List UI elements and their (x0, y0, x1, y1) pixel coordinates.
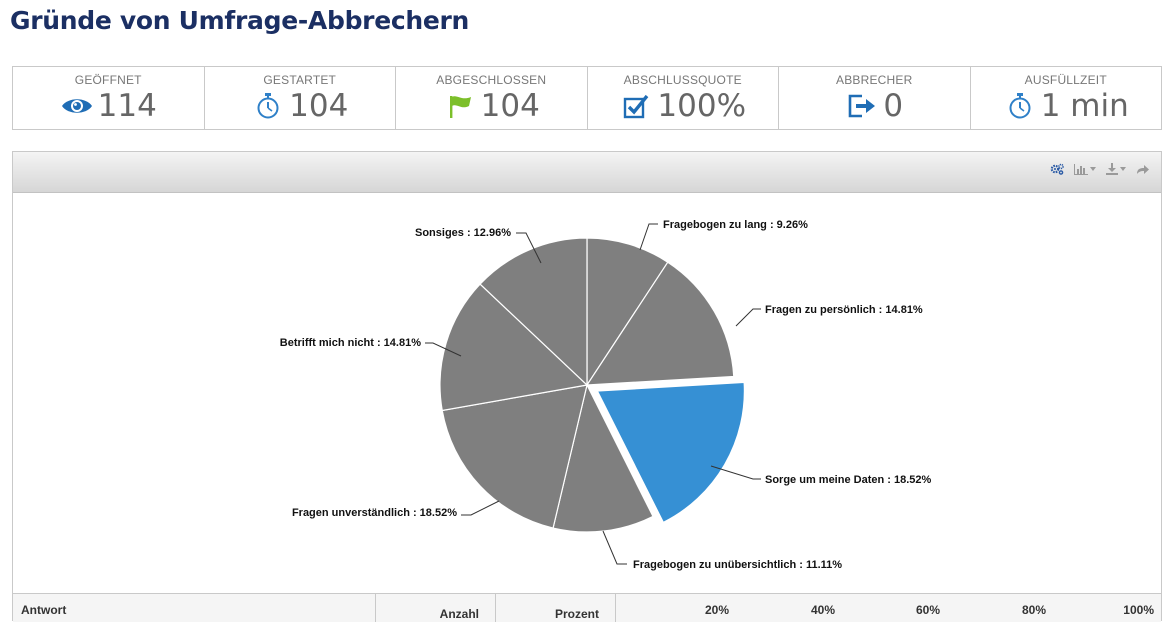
flag-icon (443, 92, 477, 120)
chart-panel: Fragebogen zu lang : 9.26% Fragen zu pers… (12, 151, 1162, 622)
stat-label: ABGESCHLOSSEN (436, 73, 547, 87)
settings-icon[interactable] (1050, 163, 1064, 175)
stat-label: ABSCHLUSSQUOTE (623, 73, 742, 87)
slice-label: Betrifft mich nicht : 14.81% (280, 337, 421, 349)
stat-abbrecher: ABBRECHER 0 (779, 67, 971, 129)
stat-label: ABBRECHER (836, 73, 913, 87)
stat-value: 1 min (1040, 88, 1129, 124)
label-connector (710, 465, 761, 480)
scale-label: 20% (704, 603, 729, 617)
column-count: Anzahl (376, 594, 496, 622)
eye-icon (60, 92, 94, 120)
pie-slice[interactable] (552, 383, 654, 533)
checkbox-icon (619, 92, 653, 120)
stat-abgeschlossen: ABGESCHLOSSEN 104 (396, 67, 588, 129)
stat-value: 0 (883, 88, 904, 124)
stat-value: 114 (97, 88, 157, 124)
stat-gestartet: GESTARTET 104 (205, 67, 396, 129)
chart-toolbar (1050, 163, 1149, 175)
scale-label: 40% (810, 603, 835, 617)
stats-bar: GEÖFFNET 114 GESTARTET 104 ABGESCHLOSSEN 1… (12, 66, 1162, 130)
pie-slice[interactable] (479, 237, 588, 387)
label-connector (639, 223, 658, 251)
label-connector (602, 530, 627, 565)
panel-header (13, 152, 1161, 193)
stopwatch-icon (251, 92, 285, 120)
page-title: Gründe von Umfrage-Abbrechern (10, 6, 470, 35)
stat-value: 104 (480, 88, 540, 124)
column-percent: Prozent (496, 594, 616, 622)
table-header: Antwort Anzahl Prozent 20% 40% 60% 80% 100% (13, 593, 1161, 622)
label-connector (735, 308, 761, 327)
exit-icon (845, 92, 879, 120)
slice-label: Fragen unverständlich : 18.52% (292, 507, 457, 519)
chart-type-icon[interactable] (1074, 163, 1096, 175)
scale-label: 100% (1123, 603, 1154, 617)
pie-slice[interactable] (441, 384, 588, 529)
column-scale: 20% 40% 60% 80% 100% (616, 594, 1161, 622)
share-icon[interactable] (1136, 164, 1149, 175)
pie-slice[interactable] (586, 237, 669, 388)
stopwatch-icon (1003, 92, 1037, 120)
stat-ausfüllzeit: AUSFÜLLZEIT 1 min (971, 67, 1162, 129)
slice-label: Fragen zu persönlich : 14.81% (765, 304, 923, 316)
stat-abschlussquote: ABSCHLUSSQUOTE 100% (588, 67, 779, 129)
stat-geöffnet: GEÖFFNET 114 (13, 67, 205, 129)
stat-value: 100% (657, 88, 747, 124)
label-connector (461, 500, 500, 516)
label-connector (425, 342, 462, 357)
label-connector (516, 232, 542, 264)
slice-label: Sonsiges : 12.96% (415, 227, 511, 239)
column-answer: Antwort (13, 594, 376, 622)
scale-label: 60% (915, 603, 940, 617)
stat-label: GESTARTET (263, 73, 337, 87)
slice-label: Sorge um meine Daten : 18.52% (765, 474, 931, 486)
pie-slice[interactable] (596, 381, 745, 524)
download-icon[interactable] (1106, 163, 1126, 175)
slice-label: Fragebogen zu lang : 9.26% (663, 219, 808, 231)
slice-label: Fragebogen zu unübersichtlich : 11.11% (633, 559, 842, 571)
stat-value: 104 (289, 88, 349, 124)
pie-slice[interactable] (585, 261, 735, 386)
scale-label: 80% (1021, 603, 1046, 617)
stat-label: GEÖFFNET (74, 73, 142, 87)
pie-chart: Fragebogen zu lang : 9.26% Fragen zu pers… (13, 192, 1161, 592)
stat-label: AUSFÜLLZEIT (1024, 73, 1107, 87)
pie-slice[interactable] (439, 283, 589, 412)
